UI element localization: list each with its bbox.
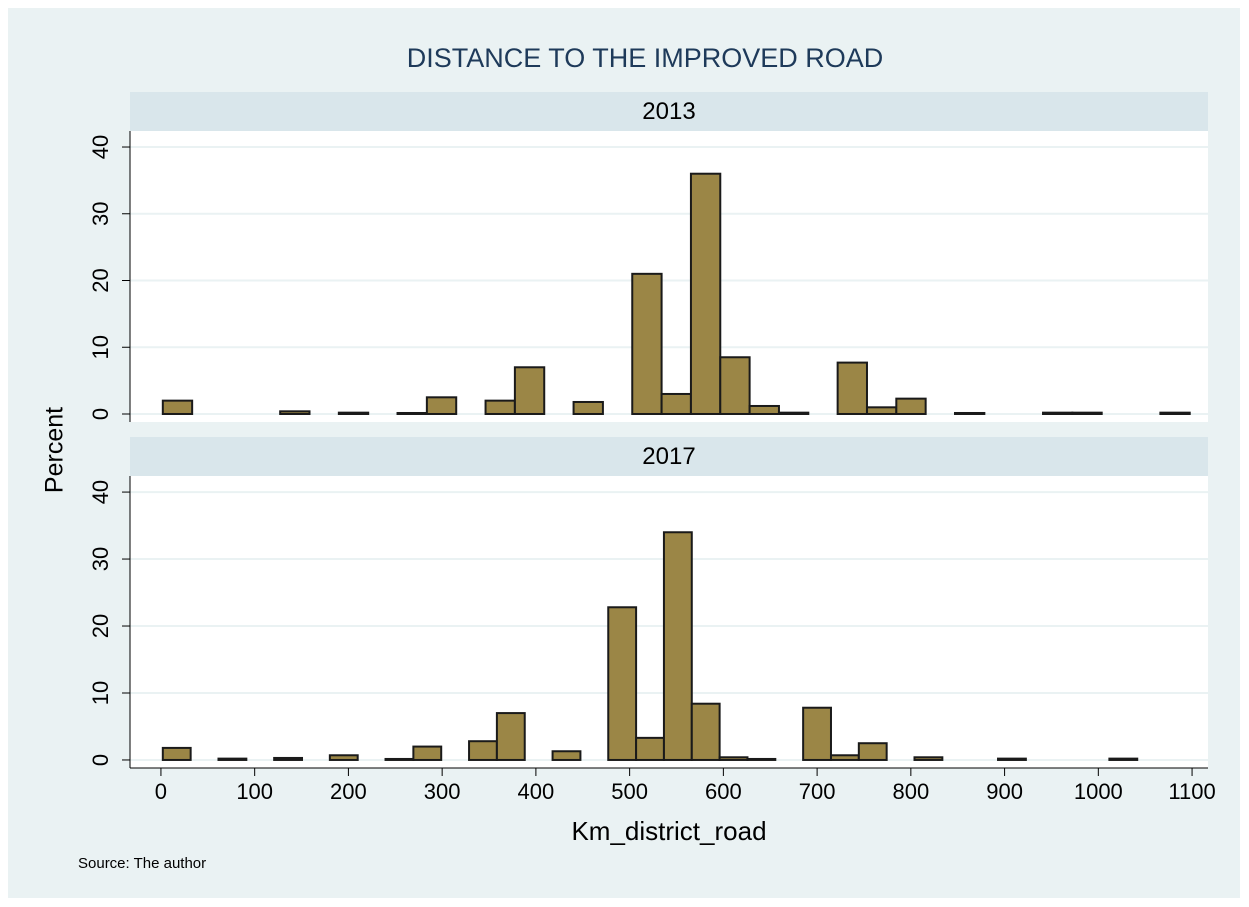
bar xyxy=(384,757,415,761)
bar xyxy=(1071,411,1103,415)
bar xyxy=(279,410,311,415)
bar xyxy=(161,746,192,761)
y-tick-label: 0 xyxy=(88,408,113,420)
x-tick-label: 0 xyxy=(155,779,167,804)
bar xyxy=(913,756,944,761)
bar xyxy=(719,356,751,415)
bar xyxy=(689,172,722,415)
bar xyxy=(607,606,638,761)
x-tick-label: 400 xyxy=(518,779,555,804)
bar xyxy=(468,740,498,761)
chart-title: DISTANCE TO THE IMPROVED ROAD xyxy=(407,43,884,73)
y-tick-label: 30 xyxy=(88,202,113,226)
bar xyxy=(953,411,986,415)
bar xyxy=(997,757,1027,761)
y-tick-label: 40 xyxy=(88,480,113,504)
y-tick-label: 0 xyxy=(88,754,113,766)
strip xyxy=(130,92,1208,131)
x-tick-label: 900 xyxy=(986,779,1023,804)
y-tick-label: 10 xyxy=(88,335,113,359)
x-tick-label: 700 xyxy=(799,779,836,804)
x-tick-label: 600 xyxy=(705,779,742,804)
x-axis-label: Km_district_road xyxy=(571,816,766,846)
bar xyxy=(1108,757,1139,761)
bar xyxy=(1042,411,1074,415)
bar xyxy=(513,366,546,415)
x-tick-label: 800 xyxy=(892,779,929,804)
x-tick-label: 1000 xyxy=(1074,779,1123,804)
bar xyxy=(746,757,777,761)
bar xyxy=(895,397,927,415)
y-tick-label: 40 xyxy=(88,135,113,159)
bar xyxy=(217,757,248,761)
panel-title: 2017 xyxy=(642,443,695,470)
bar xyxy=(396,411,428,415)
bar xyxy=(631,272,663,415)
bar xyxy=(572,400,604,415)
bar xyxy=(273,756,304,761)
bar xyxy=(328,754,359,761)
bar xyxy=(337,411,370,415)
y-tick-label: 20 xyxy=(88,268,113,292)
y-tick-label: 30 xyxy=(88,547,113,571)
y-tick-label: 20 xyxy=(88,614,113,638)
source-note: Source: The author xyxy=(78,855,206,872)
bar xyxy=(748,404,780,415)
x-tick-label: 500 xyxy=(611,779,648,804)
bar xyxy=(865,406,898,415)
bar xyxy=(660,392,692,415)
y-tick-label: 10 xyxy=(88,681,113,705)
bar xyxy=(412,745,443,761)
y-axis-label: Percent xyxy=(41,407,69,493)
bar xyxy=(495,712,526,761)
bar xyxy=(425,396,458,415)
bar xyxy=(718,756,749,761)
x-tick-label: 1100 xyxy=(1168,779,1215,804)
bar xyxy=(484,399,516,415)
panel-title: 2013 xyxy=(642,98,695,125)
bar xyxy=(662,531,693,761)
x-tick-label: 100 xyxy=(236,779,273,804)
bar xyxy=(802,706,832,761)
bar xyxy=(857,742,888,761)
bar xyxy=(777,411,810,415)
bar xyxy=(635,736,665,761)
plot-region xyxy=(130,131,1208,422)
x-tick-label: 200 xyxy=(330,779,367,804)
bar xyxy=(551,750,582,761)
bar xyxy=(829,754,860,761)
strip xyxy=(130,437,1208,476)
bar xyxy=(690,702,721,761)
x-tick-label: 300 xyxy=(424,779,461,804)
bar xyxy=(836,361,868,415)
bar xyxy=(161,399,194,415)
bar xyxy=(1159,411,1191,415)
